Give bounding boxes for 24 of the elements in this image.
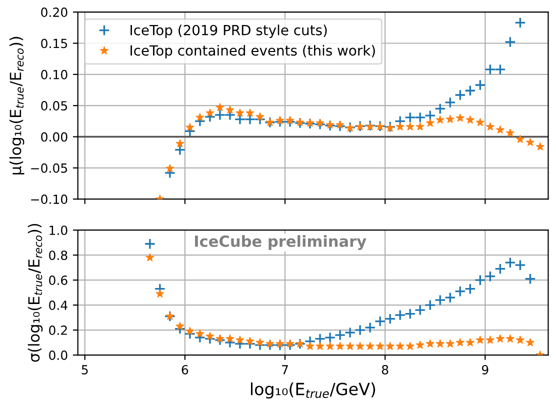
annotation: IceCube preliminary [195, 235, 366, 250]
y-tick-label: −0.10 [31, 194, 68, 204]
x-tick-label: 6 [182, 364, 188, 374]
y-tick-label: 0.15 [41, 38, 68, 48]
y-tick-label: 1.0 [50, 226, 68, 236]
y-axis-title: σ(log₁₀(E$_{true}$/E$_{reco}$)) [28, 224, 43, 362]
x-tick-label: 8 [382, 364, 388, 374]
y-tick-label: 0.6 [49, 276, 68, 286]
y-tick-label: 0.00 [41, 132, 68, 142]
x-tick-label: 7 [282, 365, 288, 374]
y-tick-label: 0.20 [41, 8, 68, 18]
y-tick-label: 0.4 [49, 300, 68, 310]
y-tick-label: 0.05 [41, 101, 68, 111]
y-tick-label: −0.05 [31, 163, 68, 173]
legend-label: IceTop contained events (this work) [130, 44, 375, 58]
y-tick-label: 0.0 [49, 350, 68, 360]
y-tick-label: 0.2 [49, 326, 67, 335]
x-tick-label: 9 [482, 364, 488, 374]
y-tick-label: 0.8 [49, 250, 68, 260]
legend-label: IceTop (2019 PRD style cuts) [130, 24, 327, 38]
y-tick-label: 0.10 [41, 70, 68, 80]
y-axis-title: μ(log₁₀(E$_{true}$/E$_{reco}$)) [9, 36, 24, 174]
x-tick-label: 5 [82, 365, 88, 374]
x-axis-title: log₁₀(E$_{true}$/GeV) [251, 382, 376, 399]
